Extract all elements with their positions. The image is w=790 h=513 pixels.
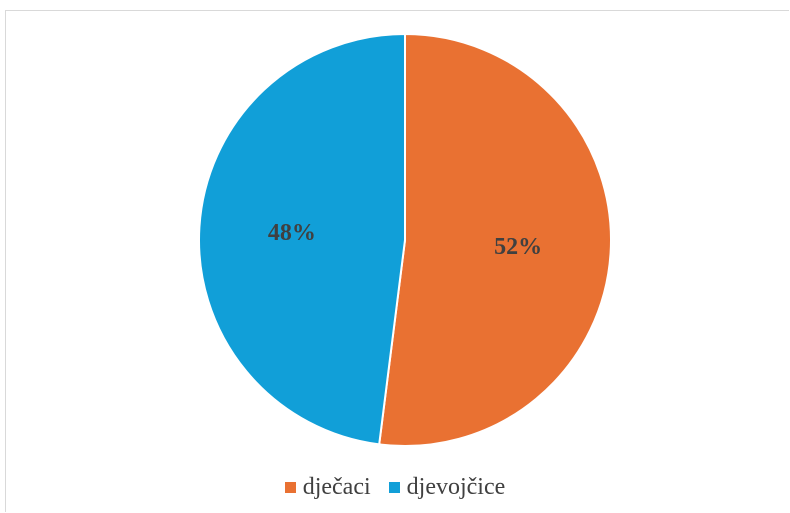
legend-item-djecaci: dječaci xyxy=(284,474,371,501)
pie-slice-1 xyxy=(197,32,406,446)
slice-label-0: 52% xyxy=(494,234,542,260)
legend: dječaci djevojčice xyxy=(0,474,790,501)
legend-swatch-djecaci xyxy=(284,482,296,493)
legend-label-djevojcice: djevojčice xyxy=(406,474,506,500)
pie-slice-0 xyxy=(378,32,612,447)
legend-label-djecaci: dječaci xyxy=(302,474,371,500)
legend-swatch-djevojcice xyxy=(388,482,400,493)
legend-item-djevojcice: djevojčice xyxy=(388,474,506,501)
slice-label-1: 48% xyxy=(268,220,316,246)
